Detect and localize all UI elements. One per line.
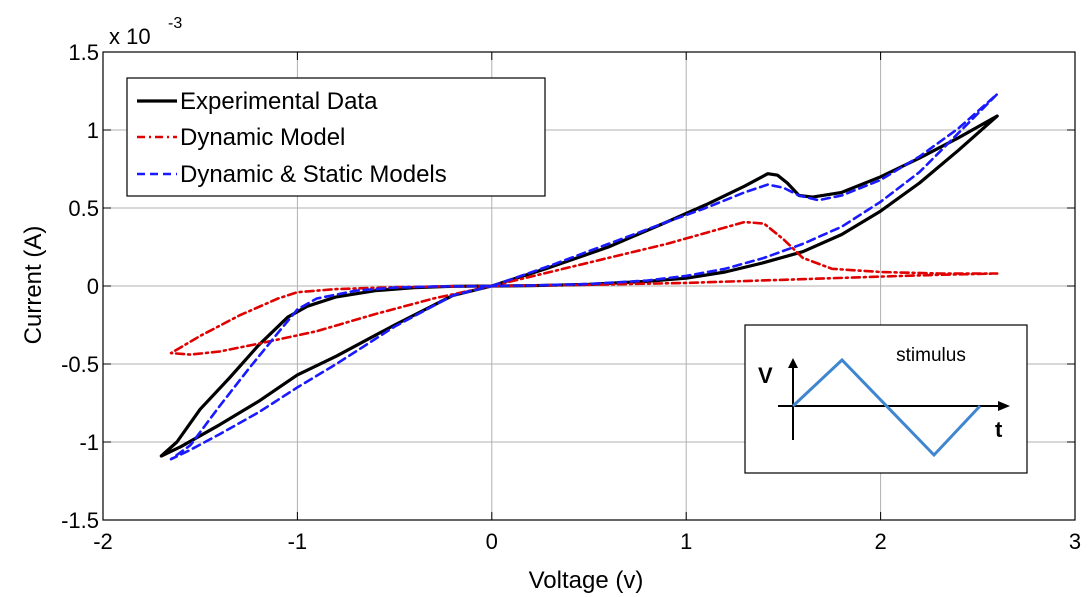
y-tick-label: 0 bbox=[87, 274, 99, 299]
y-tick-label: -1 bbox=[79, 430, 99, 455]
tick-labels: -2 -1 0 1 2 3 -1.5 -1 -0.5 0 0.5 1 1.5 bbox=[61, 40, 1081, 554]
legend-box bbox=[126, 77, 546, 197]
inset-triangle-wave bbox=[791, 357, 982, 458]
series-layer bbox=[159, 92, 999, 461]
x-tick-label: 1 bbox=[680, 529, 692, 554]
inset-box bbox=[744, 324, 1028, 474]
x-tick-label: 3 bbox=[1069, 529, 1081, 554]
x-tick-label: -2 bbox=[93, 529, 113, 554]
legend-label-dynamic-static: Dynamic & Static Models bbox=[180, 161, 447, 188]
y-exponent: x 10 -3 bbox=[109, 15, 182, 49]
inset-v-label: V bbox=[758, 363, 773, 388]
inset-t-label: t bbox=[995, 417, 1003, 442]
y-tick-label: -1.5 bbox=[61, 508, 99, 533]
y-tick-label: -0.5 bbox=[61, 352, 99, 377]
series-experimental-data bbox=[159, 114, 999, 458]
series-dynamic-model bbox=[169, 220, 999, 356]
y-axis-title: Current (A) bbox=[20, 226, 47, 345]
inset-stimulus-label: stimulus bbox=[896, 345, 966, 366]
x-tick-label: 2 bbox=[874, 529, 886, 554]
y-tick-label: 1 bbox=[87, 118, 99, 143]
y-tick-label: 1.5 bbox=[68, 40, 99, 65]
inset-t-arrowhead bbox=[998, 401, 1010, 411]
y-exponent-power: -3 bbox=[168, 15, 182, 32]
x-tick-label: 0 bbox=[486, 529, 498, 554]
legend-label-dynamic: Dynamic Model bbox=[180, 124, 345, 151]
legend: Experimental Data Dynamic Model Dynamic … bbox=[126, 77, 546, 197]
x-axis-title: Voltage (v) bbox=[529, 567, 644, 594]
series-dynamic-static-models bbox=[169, 92, 999, 461]
legend-label-experimental: Experimental Data bbox=[180, 88, 378, 115]
x-tick-label: -1 bbox=[288, 529, 308, 554]
ticks bbox=[102, 51, 1076, 521]
y-exponent-label: x 10 bbox=[109, 24, 151, 49]
inset-v-arrowhead bbox=[788, 358, 798, 368]
y-tick-label: 0.5 bbox=[68, 196, 99, 221]
stimulus-inset: V t stimulus bbox=[744, 324, 1028, 474]
